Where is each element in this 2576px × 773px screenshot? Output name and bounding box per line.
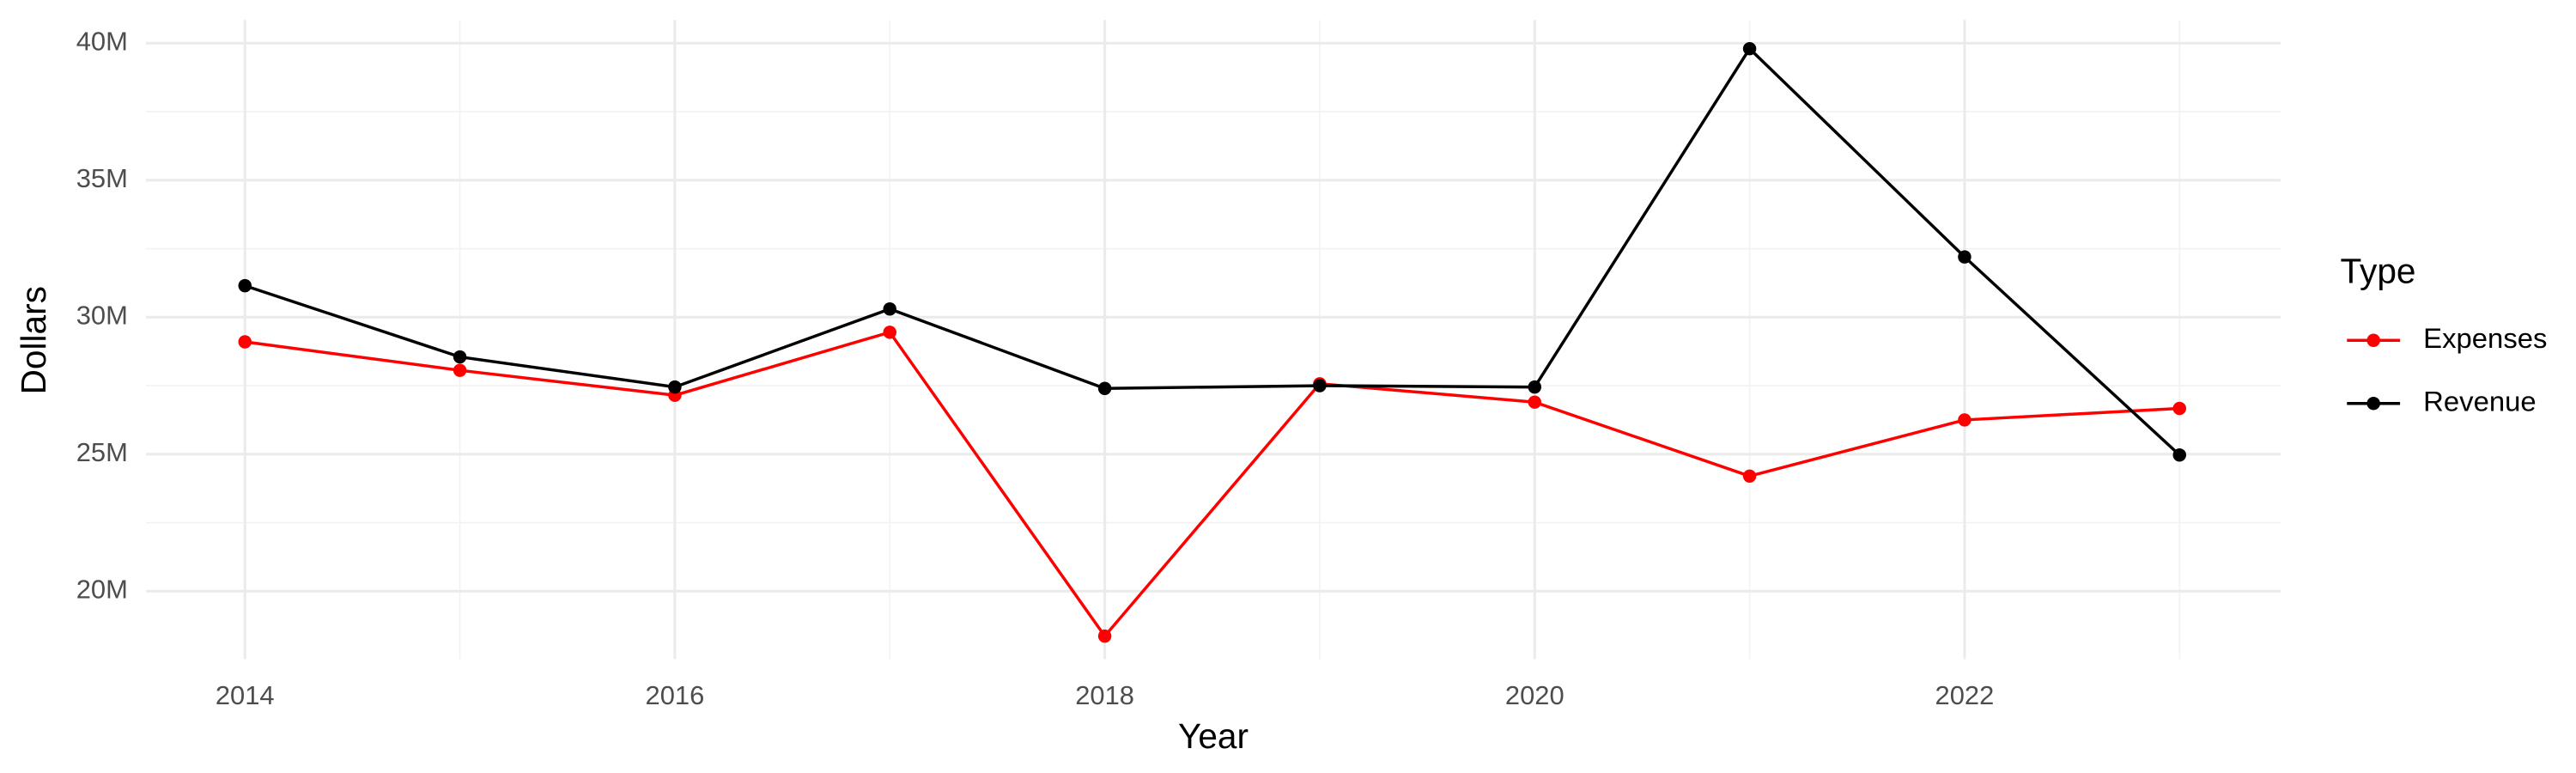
data-point — [1097, 381, 1112, 395]
data-point — [238, 335, 252, 349]
x-tick-label: 2020 — [1505, 680, 1564, 710]
y-tick-label: 35M — [76, 163, 128, 193]
data-point — [1528, 395, 1541, 409]
data-point — [1958, 250, 1971, 264]
data-point — [1742, 469, 1757, 484]
data-point — [1313, 379, 1327, 393]
legend-label: Expenses — [2423, 322, 2547, 354]
x-axis-title: Year — [1178, 716, 1249, 756]
y-axis-title: Dollars — [14, 286, 53, 394]
series-line — [245, 330, 2180, 639]
data-point — [453, 363, 467, 377]
data-point — [1528, 380, 1541, 394]
y-tick-label: 25M — [76, 437, 128, 467]
y-tick-label: 20M — [76, 574, 128, 604]
legend-title: Type — [2341, 252, 2416, 291]
x-tick-label: 2016 — [646, 680, 705, 710]
legend-marker — [2366, 396, 2380, 411]
data-point — [1742, 41, 1757, 56]
data-point — [2172, 448, 2187, 462]
data-point — [883, 301, 896, 316]
x-tick-label: 2014 — [216, 680, 275, 710]
data-point — [2172, 401, 2187, 416]
data-point — [1097, 629, 1112, 643]
y-tick-label: 40M — [76, 26, 128, 56]
series-line — [244, 46, 2181, 457]
x-tick-label: 2022 — [1935, 680, 1995, 710]
legend-marker — [2366, 333, 2380, 347]
x-tick-label: 2018 — [1075, 680, 1134, 710]
legend-label: Revenue — [2423, 385, 2537, 417]
grid — [146, 20, 2281, 660]
data-point — [883, 326, 896, 339]
data-point — [1958, 413, 1971, 427]
y-tick-label: 30M — [76, 300, 128, 330]
data-point — [668, 380, 682, 394]
data-point — [453, 350, 467, 364]
data-point — [238, 278, 252, 293]
